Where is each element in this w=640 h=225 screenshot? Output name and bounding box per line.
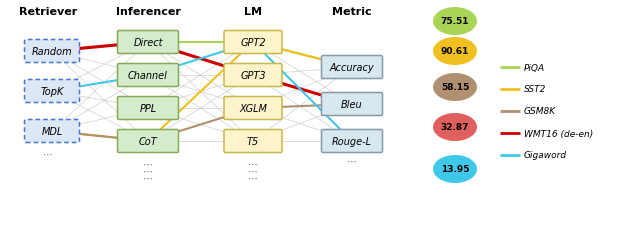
Text: XGLM: XGLM	[239, 104, 267, 113]
FancyBboxPatch shape	[118, 130, 179, 153]
Text: Retriever: Retriever	[19, 7, 77, 17]
FancyBboxPatch shape	[224, 64, 282, 87]
Text: WMT16 (de-en): WMT16 (de-en)	[524, 129, 593, 138]
Text: Inferencer: Inferencer	[116, 7, 180, 17]
Text: ⋯: ⋯	[143, 173, 153, 183]
Text: ⋯: ⋯	[347, 156, 357, 166]
Text: Accuracy: Accuracy	[330, 63, 374, 73]
Text: 75.51: 75.51	[441, 17, 469, 26]
Text: Channel: Channel	[128, 71, 168, 81]
Text: PiQA: PiQA	[524, 63, 545, 72]
Text: GPT2: GPT2	[240, 38, 266, 48]
Ellipse shape	[433, 8, 477, 36]
FancyBboxPatch shape	[24, 80, 79, 103]
Ellipse shape	[433, 74, 477, 101]
Text: ⋯: ⋯	[248, 166, 258, 176]
Text: 32.87: 32.87	[441, 123, 469, 132]
FancyBboxPatch shape	[118, 64, 179, 87]
Text: GSM8K: GSM8K	[524, 107, 556, 116]
Text: Random: Random	[32, 47, 72, 57]
Text: 58.15: 58.15	[441, 83, 469, 92]
Text: LM: LM	[244, 7, 262, 17]
Text: Metric: Metric	[332, 7, 372, 17]
FancyBboxPatch shape	[321, 93, 383, 116]
Text: Rouge-L: Rouge-L	[332, 136, 372, 146]
FancyBboxPatch shape	[321, 56, 383, 79]
Text: ⋯: ⋯	[248, 173, 258, 183]
FancyBboxPatch shape	[118, 97, 179, 120]
Text: ⋯: ⋯	[43, 149, 53, 159]
Text: TopK: TopK	[40, 87, 64, 97]
Ellipse shape	[433, 155, 477, 183]
Text: 13.95: 13.95	[441, 165, 469, 174]
FancyBboxPatch shape	[224, 97, 282, 120]
FancyBboxPatch shape	[224, 31, 282, 54]
Text: SST2: SST2	[524, 85, 547, 94]
FancyBboxPatch shape	[321, 130, 383, 153]
FancyBboxPatch shape	[224, 130, 282, 153]
Text: Bleu: Bleu	[341, 99, 363, 110]
Text: ⋯: ⋯	[248, 159, 258, 169]
Text: PPL: PPL	[140, 104, 157, 113]
Text: 90.61: 90.61	[441, 47, 469, 56]
FancyBboxPatch shape	[24, 40, 79, 63]
Text: GPT3: GPT3	[240, 71, 266, 81]
Text: Direct: Direct	[133, 38, 163, 48]
FancyBboxPatch shape	[118, 31, 179, 54]
FancyBboxPatch shape	[24, 120, 79, 143]
Text: MDL: MDL	[42, 126, 63, 136]
Ellipse shape	[433, 38, 477, 66]
Ellipse shape	[433, 113, 477, 141]
Text: ⋯: ⋯	[143, 166, 153, 176]
Text: CoT: CoT	[139, 136, 157, 146]
Text: Gigaword: Gigaword	[524, 151, 567, 160]
Text: T5: T5	[247, 136, 259, 146]
Text: ⋯: ⋯	[143, 159, 153, 169]
